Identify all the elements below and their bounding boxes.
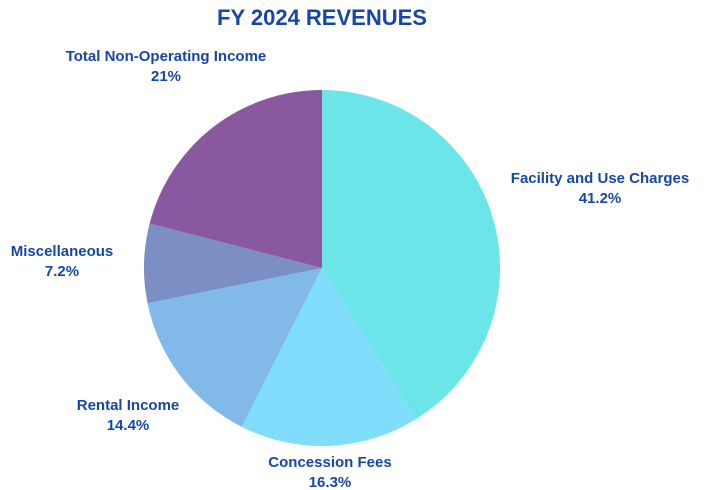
pie-slice [143, 223, 322, 304]
pie-slice [322, 90, 501, 420]
chart-title: FY 2024 REVENUES [217, 5, 427, 30]
slice-label: Miscellaneous [11, 243, 114, 260]
slice-value-label: 41.2% [579, 190, 622, 207]
slice-label: Rental Income [77, 397, 180, 414]
slice-value-label: 14.4% [107, 417, 150, 434]
slice-value-label: 7.2% [45, 263, 79, 280]
slice-label: Facility and Use Charges [511, 170, 689, 187]
slice-value-label: 21% [151, 68, 181, 85]
slice-value-label: 16.3% [309, 474, 352, 490]
slice-label: Total Non-Operating Income [66, 48, 267, 65]
pie-slice [241, 268, 416, 446]
slice-label: Concession Fees [268, 454, 391, 471]
pie-slice [147, 268, 322, 427]
pie-slice [149, 90, 322, 268]
